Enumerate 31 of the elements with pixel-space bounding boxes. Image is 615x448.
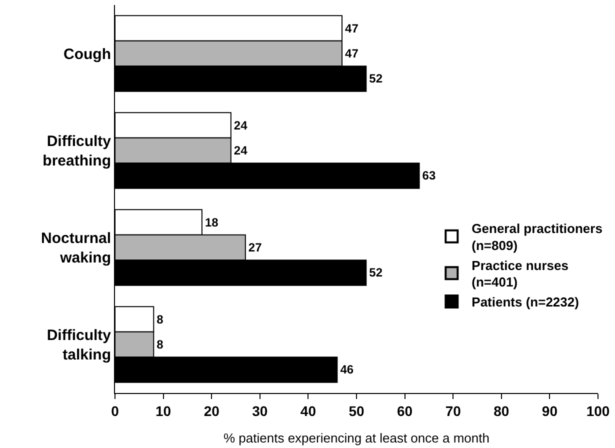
- x-tick-label: 60: [397, 402, 413, 419]
- x-axis-title: % patients experiencing at least once a month: [224, 430, 490, 446]
- data-label: 47: [345, 21, 359, 36]
- x-tick-label: 90: [542, 402, 558, 419]
- data-label: 52: [369, 72, 383, 86]
- x-tick-label: 20: [204, 402, 220, 419]
- x-tick-label: 40: [300, 402, 316, 419]
- y-tick-label: Difficulty breathing: [42, 133, 112, 170]
- x-tick-label: 30: [252, 402, 268, 419]
- legend-label: Practice nurses (n=401): [472, 258, 569, 290]
- x-tick-label: 10: [156, 402, 172, 419]
- data-label: 24: [234, 118, 248, 132]
- y-tick-label: Cough: [64, 46, 111, 63]
- data-label: 63: [422, 168, 436, 183]
- data-label: 18: [204, 215, 219, 230]
- data-label: 8: [156, 338, 164, 352]
- x-tick-label: 100: [586, 402, 610, 419]
- legend-label: General practitioners (n=809): [472, 220, 602, 253]
- x-tick-label: 50: [348, 402, 364, 419]
- data-label: 8: [156, 312, 164, 326]
- x-tick-label: 70: [445, 402, 462, 419]
- x-tick-label: 80: [494, 402, 510, 419]
- data-label: 46: [340, 362, 354, 377]
- data-label: 47: [345, 46, 359, 60]
- y-tick-label: Difficulty talking: [46, 327, 112, 364]
- data-label: 52: [369, 266, 383, 280]
- x-tick-label: 0: [111, 402, 120, 419]
- legend-label: Patients (n=2232): [472, 294, 579, 310]
- y-tick-label: Nocturnal waking: [40, 230, 111, 266]
- data-label: 24: [234, 144, 248, 158]
- data-label: 27: [248, 240, 262, 254]
